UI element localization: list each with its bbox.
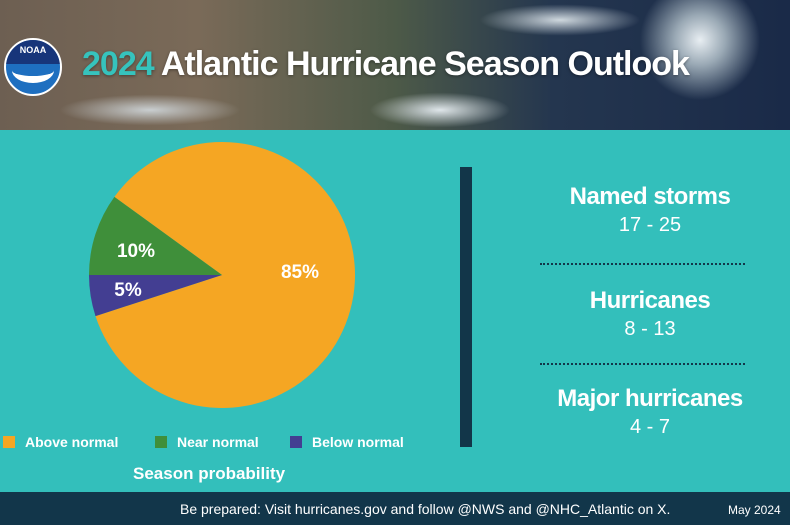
footer: Be prepared: Visit hurricanes.gov and fo…: [0, 492, 790, 525]
stat-named-storms: Named storms 17 - 25: [540, 180, 760, 237]
title-year: 2024: [82, 45, 155, 83]
stat-label: Named storms: [569, 183, 731, 210]
stat-major-hurricanes: Major hurricanes 4 - 7: [540, 382, 760, 439]
stat-label: Major hurricanes: [557, 385, 743, 412]
pie-data-label: 10%: [117, 241, 155, 262]
title-text: Atlantic Hurricane Season Outlook: [160, 45, 690, 83]
vertical-divider: [460, 167, 472, 447]
chart-title: Season probability: [133, 464, 286, 483]
dotted-divider: [540, 363, 745, 365]
dotted-divider: [540, 263, 745, 265]
footer-text: Be prepared: Visit hurricanes.gov and fo…: [180, 501, 671, 517]
pie-slice-below-normal: [89, 275, 222, 317]
logo-text: NOAA: [19, 45, 47, 55]
stat-value: 8 - 13: [624, 318, 676, 340]
stat-value: 4 - 7: [629, 416, 671, 438]
pie-slice-near-normal: [89, 196, 222, 275]
legend-near-normal: Near normal: [155, 434, 259, 450]
stat-label: Hurricanes: [589, 287, 711, 314]
satellite-header-image: [0, 0, 790, 130]
footer-date: May 2024: [728, 503, 781, 517]
legend-swatch: [290, 436, 302, 448]
legend-below-normal: Below normal: [290, 434, 404, 450]
legend-swatch: [3, 436, 15, 448]
pie-slice-above-normal: [95, 141, 355, 409]
stat-value: 17 - 25: [618, 214, 682, 236]
legend-swatch: [155, 436, 167, 448]
legend-label: Above normal: [25, 434, 119, 450]
legend-label: Below normal: [312, 434, 404, 450]
pie-chart: 85% 10% 5%: [89, 141, 355, 409]
pie-data-label: 5%: [114, 280, 142, 301]
noaa-logo: NOAA: [4, 38, 62, 96]
header-divider: [0, 130, 790, 134]
legend-label: Near normal: [177, 434, 259, 450]
pie-data-label: 85%: [281, 262, 319, 283]
stat-hurricanes: Hurricanes 8 - 13: [540, 284, 760, 341]
legend-above-normal: Above normal: [3, 434, 118, 450]
page-title: 2024 Atlantic Hurricane Season Outlook: [82, 44, 782, 84]
